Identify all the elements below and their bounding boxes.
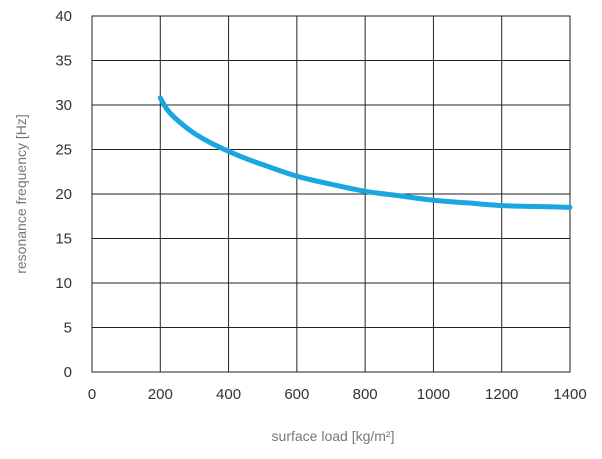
plot-border <box>91 15 571 373</box>
y-axis-ticks: 0 5 10 15 20 25 30 35 40 <box>55 8 72 381</box>
x-tick-label: 1200 <box>485 386 518 403</box>
x-axis-label: surface load [kg/m²] <box>272 428 395 444</box>
x-axis-ticks: 0 200 400 600 800 1000 1200 1400 <box>88 386 587 403</box>
x-tick-label: 400 <box>216 386 241 403</box>
y-axis-label: resonance frequency [Hz] <box>13 114 29 274</box>
x-tick-label: 800 <box>353 386 378 403</box>
y-tick-label: 40 <box>55 8 72 25</box>
y-tick-label: 15 <box>55 231 72 248</box>
y-tick-label: 5 <box>64 320 72 337</box>
grid <box>91 15 571 373</box>
y-tick-label: 35 <box>55 53 72 70</box>
x-tick-label: 200 <box>148 386 173 403</box>
x-tick-label: 1000 <box>417 386 450 403</box>
x-tick-label: 600 <box>284 386 309 403</box>
y-tick-label: 0 <box>64 364 72 381</box>
y-tick-label: 30 <box>55 97 72 114</box>
series-line <box>157 95 573 210</box>
y-tick-label: 10 <box>55 275 72 292</box>
y-tick-label: 25 <box>55 142 72 159</box>
plot-frame <box>91 15 571 373</box>
x-tick-label: 0 <box>88 386 96 403</box>
x-tick-label: 1400 <box>553 386 586 403</box>
y-tick-label: 20 <box>55 186 72 203</box>
series-layer <box>157 95 573 210</box>
